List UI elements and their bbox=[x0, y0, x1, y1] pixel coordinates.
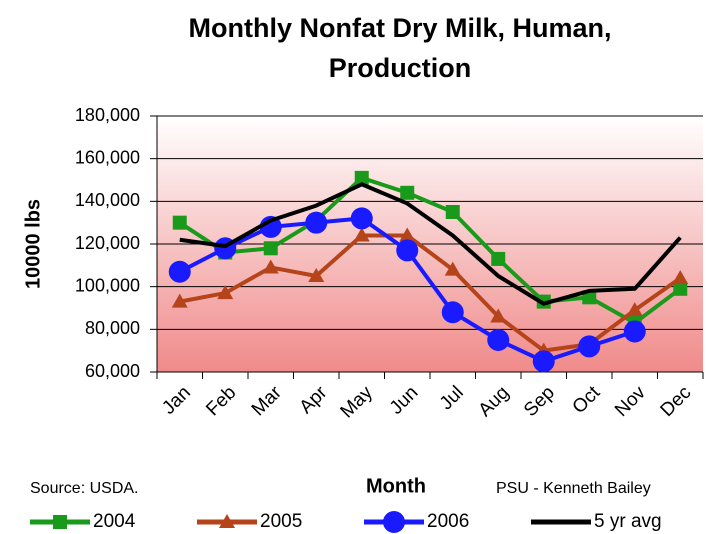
x-tick-label: Aug bbox=[475, 382, 514, 421]
y-tick-label: 160,000 bbox=[75, 147, 140, 167]
marker bbox=[626, 302, 643, 317]
x-tick-label: Sep bbox=[520, 382, 559, 421]
marker bbox=[350, 207, 373, 230]
legend-label: 2005 bbox=[260, 511, 302, 532]
marker bbox=[491, 251, 506, 266]
y-tick-label: 60,000 bbox=[85, 361, 140, 381]
y-tick-label: 100,000 bbox=[75, 275, 140, 295]
marker bbox=[217, 285, 234, 300]
source-note: Source: USDA. bbox=[30, 480, 138, 497]
marker bbox=[487, 329, 510, 351]
legend-label: 2004 bbox=[93, 511, 136, 532]
marker bbox=[578, 335, 601, 358]
x-tick-label: Oct bbox=[569, 382, 605, 418]
y-tick-label: 140,000 bbox=[75, 190, 140, 210]
legend-label: 5 yr avg bbox=[594, 511, 662, 532]
x-tick-label: Dec bbox=[657, 382, 696, 421]
marker bbox=[263, 241, 278, 256]
marker bbox=[400, 185, 415, 200]
marker bbox=[305, 211, 328, 234]
x-tick-label: May bbox=[337, 382, 378, 423]
chart-title: Production bbox=[329, 53, 472, 83]
series-line bbox=[179, 182, 682, 306]
y-tick-label: 80,000 bbox=[85, 318, 140, 338]
series-line bbox=[178, 175, 682, 325]
marker bbox=[490, 308, 507, 323]
marker bbox=[168, 260, 191, 283]
marker bbox=[171, 293, 188, 308]
marker bbox=[262, 259, 279, 274]
x-tick-label: Jul bbox=[436, 382, 468, 414]
x-tick-label: Jan bbox=[158, 382, 195, 419]
y-axis-label: 10000 lbs bbox=[22, 199, 44, 289]
marker bbox=[396, 239, 419, 262]
marker bbox=[353, 227, 370, 242]
credit-note: PSU - Kenneth Bailey bbox=[496, 480, 651, 497]
x-axis-label: Month bbox=[366, 475, 426, 497]
y-tick-label: 120,000 bbox=[75, 233, 140, 253]
marker bbox=[623, 320, 646, 343]
legend-label: 2006 bbox=[427, 511, 469, 532]
marker bbox=[672, 270, 689, 285]
y-tick-label: 180,000 bbox=[75, 105, 140, 125]
x-tick-label: Apr bbox=[296, 382, 332, 418]
marker bbox=[219, 514, 235, 528]
x-tick-label: Nov bbox=[611, 382, 650, 421]
chart-title: Monthly Nonfat Dry Milk, Human, bbox=[188, 13, 611, 43]
x-tick-label: Feb bbox=[202, 382, 240, 420]
marker bbox=[172, 215, 187, 230]
marker bbox=[441, 301, 464, 324]
marker bbox=[445, 205, 460, 219]
marker bbox=[383, 511, 405, 533]
marker bbox=[354, 170, 369, 185]
x-tick-label: Mar bbox=[248, 382, 286, 420]
marker bbox=[399, 227, 416, 242]
marker bbox=[532, 350, 555, 373]
marker bbox=[444, 261, 461, 276]
marker bbox=[673, 281, 688, 296]
x-tick-label: Jun bbox=[386, 382, 423, 419]
marker bbox=[53, 515, 67, 529]
marker bbox=[308, 268, 325, 282]
